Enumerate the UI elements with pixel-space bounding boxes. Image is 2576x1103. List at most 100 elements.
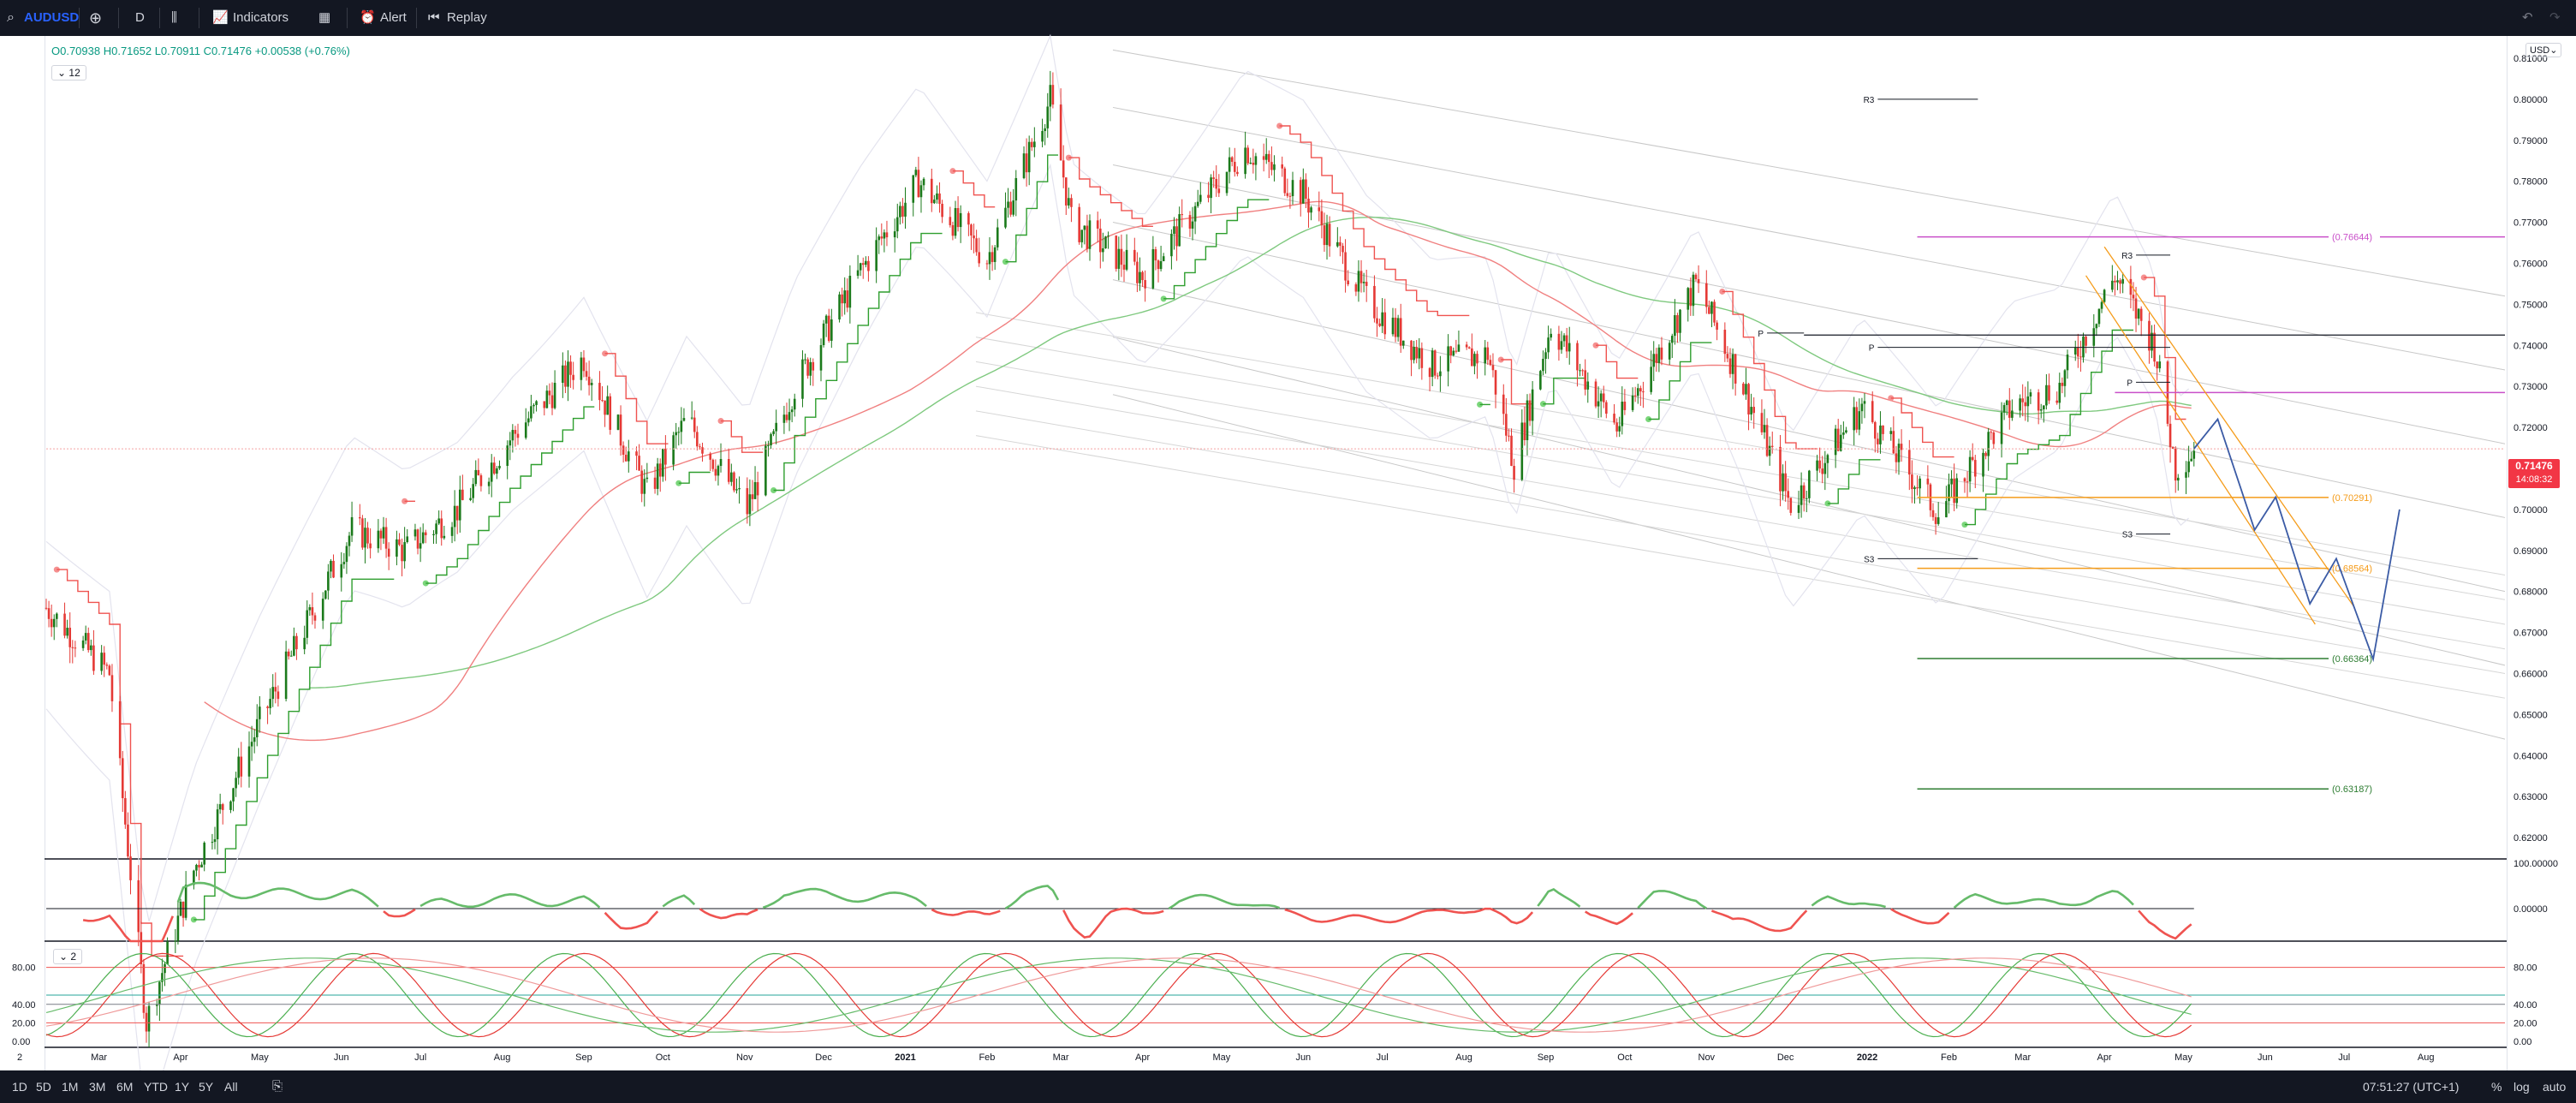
candle-body [1652, 354, 1656, 367]
supertrend [53, 122, 2186, 957]
supertrend-segment [721, 420, 764, 453]
candle-body [2085, 336, 2087, 346]
candle-body [1455, 350, 1458, 352]
pane3-right-tick: 0.00 [2514, 1037, 2531, 1047]
candle-body [1336, 241, 1339, 247]
candle-body [90, 645, 92, 651]
candle-body [1895, 453, 1898, 462]
range-button-1y[interactable]: 1Y [175, 1080, 190, 1094]
candle-body [1710, 301, 1713, 314]
indicator-collapse-button[interactable]: ⌄ 12 [51, 65, 86, 80]
undo-icon[interactable]: ↶ [2522, 10, 2533, 25]
alert-icon[interactable]: ⏰ [360, 10, 376, 25]
candle-body [2005, 400, 2008, 406]
wedge-line [2085, 275, 2316, 625]
stoch-slow-d [45, 957, 2192, 1033]
pane3-collapse-button[interactable]: ⌄ 2 [53, 949, 83, 964]
range-button-ytd[interactable]: YTD [144, 1080, 168, 1094]
candle-body [919, 185, 923, 198]
bottom-toolbar: 07:51:27 (UTC+1) % log auto ⎘ 1D 5D 1M 3M 6M… [0, 1070, 2576, 1103]
candle-body [2116, 280, 2119, 283]
candle-body [1342, 246, 1344, 253]
supertrend-flip-dot [1002, 259, 1008, 265]
candle-body [401, 545, 403, 562]
candle-body [1594, 381, 1597, 407]
currency-label: USD [2530, 45, 2550, 56]
candle-body [1125, 249, 1128, 270]
stoch-d-line [45, 952, 2192, 1038]
level-lines: (0.76644) (0.70291) (0.68564) (0.66364) (0.6… [1804, 233, 2505, 795]
range-button-1d[interactable]: 1D [12, 1080, 27, 1094]
candle-body [530, 406, 532, 419]
candle-body [2045, 385, 2048, 406]
indicators-button[interactable]: Indicators [233, 10, 289, 25]
candle-body [1797, 504, 1800, 513]
candle-body [1159, 261, 1163, 270]
replay-button[interactable]: Replay [447, 10, 487, 25]
candle-body [580, 357, 583, 380]
candle-body [2097, 308, 2101, 325]
candle-body [63, 613, 66, 636]
candle-body [885, 232, 889, 238]
candle-body [2021, 398, 2024, 402]
candle-body [1491, 365, 1495, 371]
candle-body [598, 383, 601, 401]
replay-icon[interactable]: ⏮ [428, 10, 440, 25]
price-scale[interactable] [2507, 36, 2576, 1070]
chart-type-icon[interactable]: ⫼ [171, 10, 177, 25]
upper-band [45, 33, 2189, 922]
candle-body [56, 613, 58, 619]
compare-add-icon[interactable]: ⊕ [89, 9, 103, 27]
candle-body [812, 361, 815, 371]
range-button-3m[interactable]: 3M [89, 1080, 106, 1094]
auto-toggle[interactable]: auto [2543, 1080, 2567, 1094]
last-price-value: 0.71476 [2515, 460, 2553, 472]
percent-toggle[interactable]: % [2491, 1080, 2502, 1094]
candle-body [1992, 432, 1996, 444]
range-button-5y[interactable]: 5Y [199, 1080, 214, 1094]
range-button-all[interactable]: All [224, 1080, 238, 1094]
candle-body [936, 193, 938, 200]
candle-body [1670, 336, 1674, 343]
candle-body [619, 414, 622, 446]
supertrend-segment [678, 471, 711, 484]
candle-body [1510, 435, 1513, 467]
candle-body [506, 445, 509, 467]
range-button-6m[interactable]: 6M [116, 1080, 134, 1094]
indicators-icon[interactable]: 📈 [212, 10, 229, 25]
currency-button[interactable]: USD⌄ [2525, 43, 2562, 57]
candle-body [1860, 403, 1864, 412]
goto-date-icon[interactable]: ⎘ [272, 1079, 283, 1094]
candle-body [81, 640, 85, 648]
alert-button[interactable]: Alert [380, 10, 407, 25]
candle-body [86, 633, 90, 651]
candle-body [1547, 337, 1550, 353]
candle-body [1244, 147, 1246, 175]
candle-body [164, 963, 166, 974]
interval-button[interactable]: D [135, 10, 145, 25]
time-tick-label: Oct [1617, 1052, 1632, 1063]
candle-body [284, 651, 288, 700]
channel-line [975, 312, 2506, 575]
candle-body [1431, 350, 1434, 378]
bands [45, 33, 2189, 1103]
symbol-label[interactable]: AUDUSD [24, 10, 80, 25]
redo-icon[interactable]: ↷ [2549, 10, 2561, 25]
time-tick-label: Sep [575, 1052, 592, 1063]
candle-body [2174, 449, 2177, 481]
candle-body [567, 361, 569, 387]
log-toggle[interactable]: log [2514, 1080, 2530, 1094]
candle-body [1689, 288, 1693, 307]
symbol-search-icon[interactable]: ⌕ [7, 10, 15, 25]
range-button-1m[interactable]: 1M [62, 1080, 79, 1094]
candle-body [1154, 249, 1157, 261]
candle-body [883, 232, 886, 239]
candle-body [1599, 393, 1603, 402]
range-button-5d[interactable]: 5D [36, 1080, 51, 1094]
candle-body [719, 458, 723, 467]
candle-body [1188, 215, 1192, 229]
candle-body [1325, 224, 1329, 246]
layout-grid-icon[interactable]: ▦ [318, 10, 331, 25]
oscillator-line [383, 908, 416, 918]
